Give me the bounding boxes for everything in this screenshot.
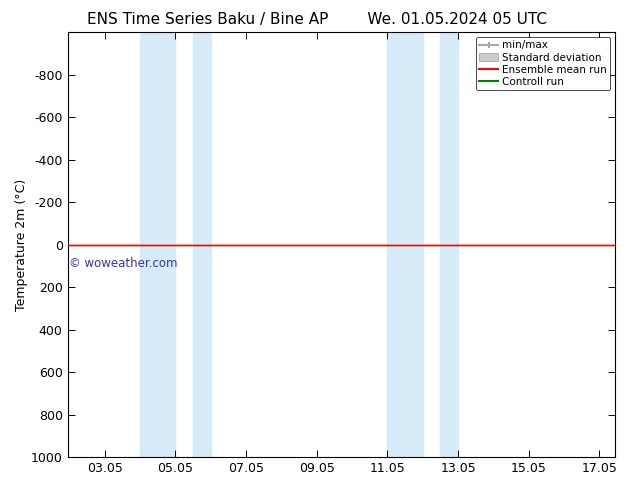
Bar <box>387 32 423 457</box>
Bar <box>140 32 176 457</box>
Y-axis label: Temperature 2m (°C): Temperature 2m (°C) <box>15 178 28 311</box>
Legend: min/max, Standard deviation, Ensemble mean run, Controll run: min/max, Standard deviation, Ensemble me… <box>476 37 610 90</box>
Bar <box>441 32 458 457</box>
Bar <box>193 32 210 457</box>
Text: ENS Time Series Baku / Bine AP        We. 01.05.2024 05 UTC: ENS Time Series Baku / Bine AP We. 01.05… <box>87 12 547 27</box>
Text: © woweather.com: © woweather.com <box>69 257 178 270</box>
